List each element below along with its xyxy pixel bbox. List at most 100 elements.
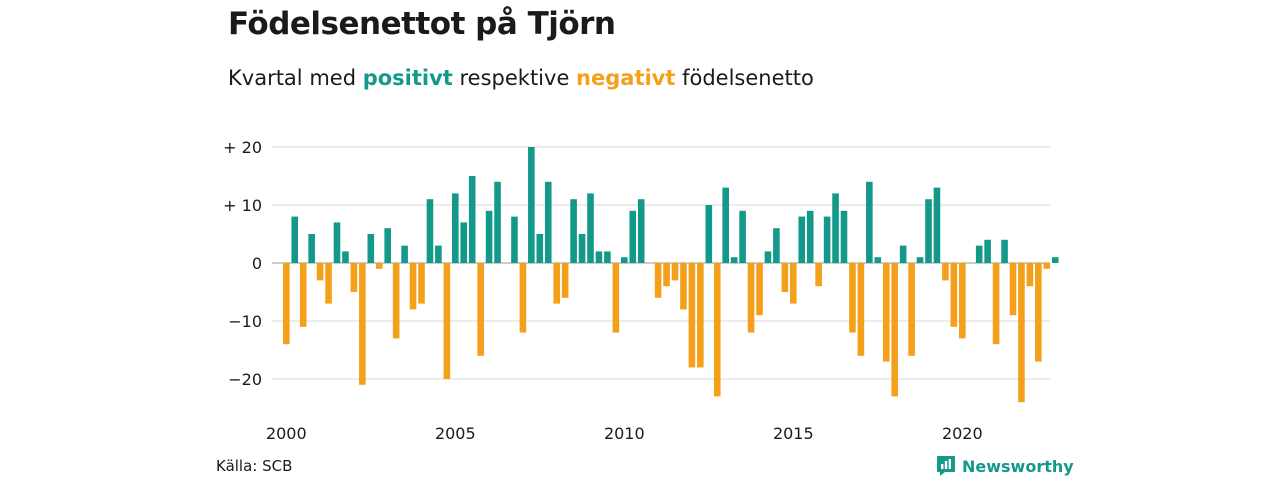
bar-positive — [435, 245, 442, 263]
bar-positive — [291, 216, 299, 263]
bar-negative — [418, 263, 425, 304]
bar-negative — [849, 263, 856, 333]
bar-negative — [350, 263, 358, 292]
bar-negative — [815, 263, 822, 287]
bar-negative — [942, 263, 949, 281]
bar-negative — [359, 263, 366, 385]
bar-chart-speech-icon — [937, 456, 955, 476]
subtitle-positive: positivt — [362, 66, 453, 90]
bar-negative — [392, 263, 400, 339]
brand-logo: Newsworthy — [936, 455, 1074, 477]
bar-positive — [866, 181, 873, 263]
bar-positive — [384, 228, 391, 263]
x-tick-label: 2000 — [266, 424, 307, 443]
bar-negative — [1043, 263, 1051, 269]
bar-negative — [409, 263, 417, 310]
bar-positive — [1051, 257, 1059, 263]
bar-negative — [477, 263, 484, 356]
bar-positive — [984, 239, 991, 263]
bar-positive — [730, 257, 738, 263]
y-tick-label: + 20 — [223, 138, 262, 157]
bar-layer — [283, 147, 1059, 403]
bar-negative — [654, 263, 662, 298]
x-tick-label: 2010 — [604, 424, 645, 443]
bar-positive — [916, 257, 924, 263]
bar-positive — [511, 216, 518, 263]
bar-negative — [756, 263, 763, 316]
bar-negative — [325, 263, 332, 304]
chart-title: Födelsenettot på Tjörn — [228, 6, 616, 42]
bar-positive — [401, 245, 408, 263]
bar-negative — [959, 263, 966, 339]
bar-positive — [544, 181, 552, 263]
bar-negative — [375, 263, 383, 269]
bar-positive — [342, 251, 349, 263]
y-tick-label: −10 — [228, 312, 262, 331]
bar-negative — [299, 263, 307, 327]
bar-negative — [671, 263, 679, 281]
y-tick-label: + 10 — [223, 196, 262, 215]
bar-negative — [882, 263, 890, 362]
bar-positive — [874, 257, 882, 263]
bar-negative — [1018, 263, 1025, 403]
bar-negative — [697, 263, 704, 368]
bar-negative — [688, 263, 696, 368]
bar-negative — [891, 263, 898, 397]
y-tick-label: 0 — [252, 254, 262, 273]
subtitle-middle: respektive — [452, 66, 577, 90]
bar-positive — [899, 245, 907, 263]
bar-negative — [612, 263, 620, 333]
bar-positive — [604, 251, 611, 263]
bar-negative — [1035, 263, 1042, 362]
x-tick-label: 2020 — [942, 424, 983, 443]
bar-positive — [528, 147, 535, 263]
bar-negative — [713, 263, 721, 397]
bar-negative — [992, 263, 1000, 345]
x-tick-label: 2015 — [773, 424, 814, 443]
bar-negative — [561, 263, 569, 298]
bar-positive — [621, 257, 628, 263]
subtitle-negative: negativt — [576, 66, 676, 90]
y-tick-label: −20 — [228, 370, 262, 389]
bar-positive — [536, 234, 544, 263]
bar-positive — [840, 210, 848, 263]
subtitle-prefix: Kvartal med — [228, 66, 363, 90]
bar-negative — [908, 263, 915, 356]
bar-negative — [950, 263, 958, 327]
bar-positive — [1001, 239, 1008, 263]
bar-positive — [722, 187, 729, 263]
bar-positive — [773, 228, 780, 263]
bar-positive — [485, 210, 493, 263]
bar-negative — [1009, 263, 1017, 316]
bar-positive — [587, 193, 594, 263]
bar-positive — [452, 193, 459, 263]
bar-positive — [823, 216, 831, 263]
bar-positive — [333, 222, 341, 263]
brand-name: Newsworthy — [962, 456, 1074, 476]
bar-positive — [468, 176, 476, 263]
bar-negative — [283, 263, 290, 345]
bar-positive — [494, 181, 501, 263]
bar-positive — [975, 245, 983, 263]
bar-positive — [460, 222, 468, 263]
bar-negative — [1026, 263, 1034, 287]
subtitle-suffix: födelsenetto — [675, 66, 814, 90]
bar-negative — [781, 263, 789, 292]
bar-positive — [308, 234, 315, 263]
bar-negative — [553, 263, 560, 304]
bar-positive — [764, 251, 772, 263]
bar-positive — [578, 234, 586, 263]
bar-positive — [798, 216, 806, 263]
bar-positive — [367, 234, 375, 263]
x-tick-label: 2005 — [435, 424, 476, 443]
bar-negative — [857, 263, 865, 356]
chart-subtitle: Kvartal med positivt respektive negativt… — [228, 66, 814, 90]
bar-positive — [595, 251, 603, 263]
bar-positive — [933, 187, 941, 263]
bar-positive — [629, 210, 637, 263]
bar-positive — [832, 193, 839, 263]
source-note: Källa: SCB — [216, 457, 293, 475]
bar-negative — [680, 263, 687, 310]
bar-positive — [739, 210, 746, 263]
